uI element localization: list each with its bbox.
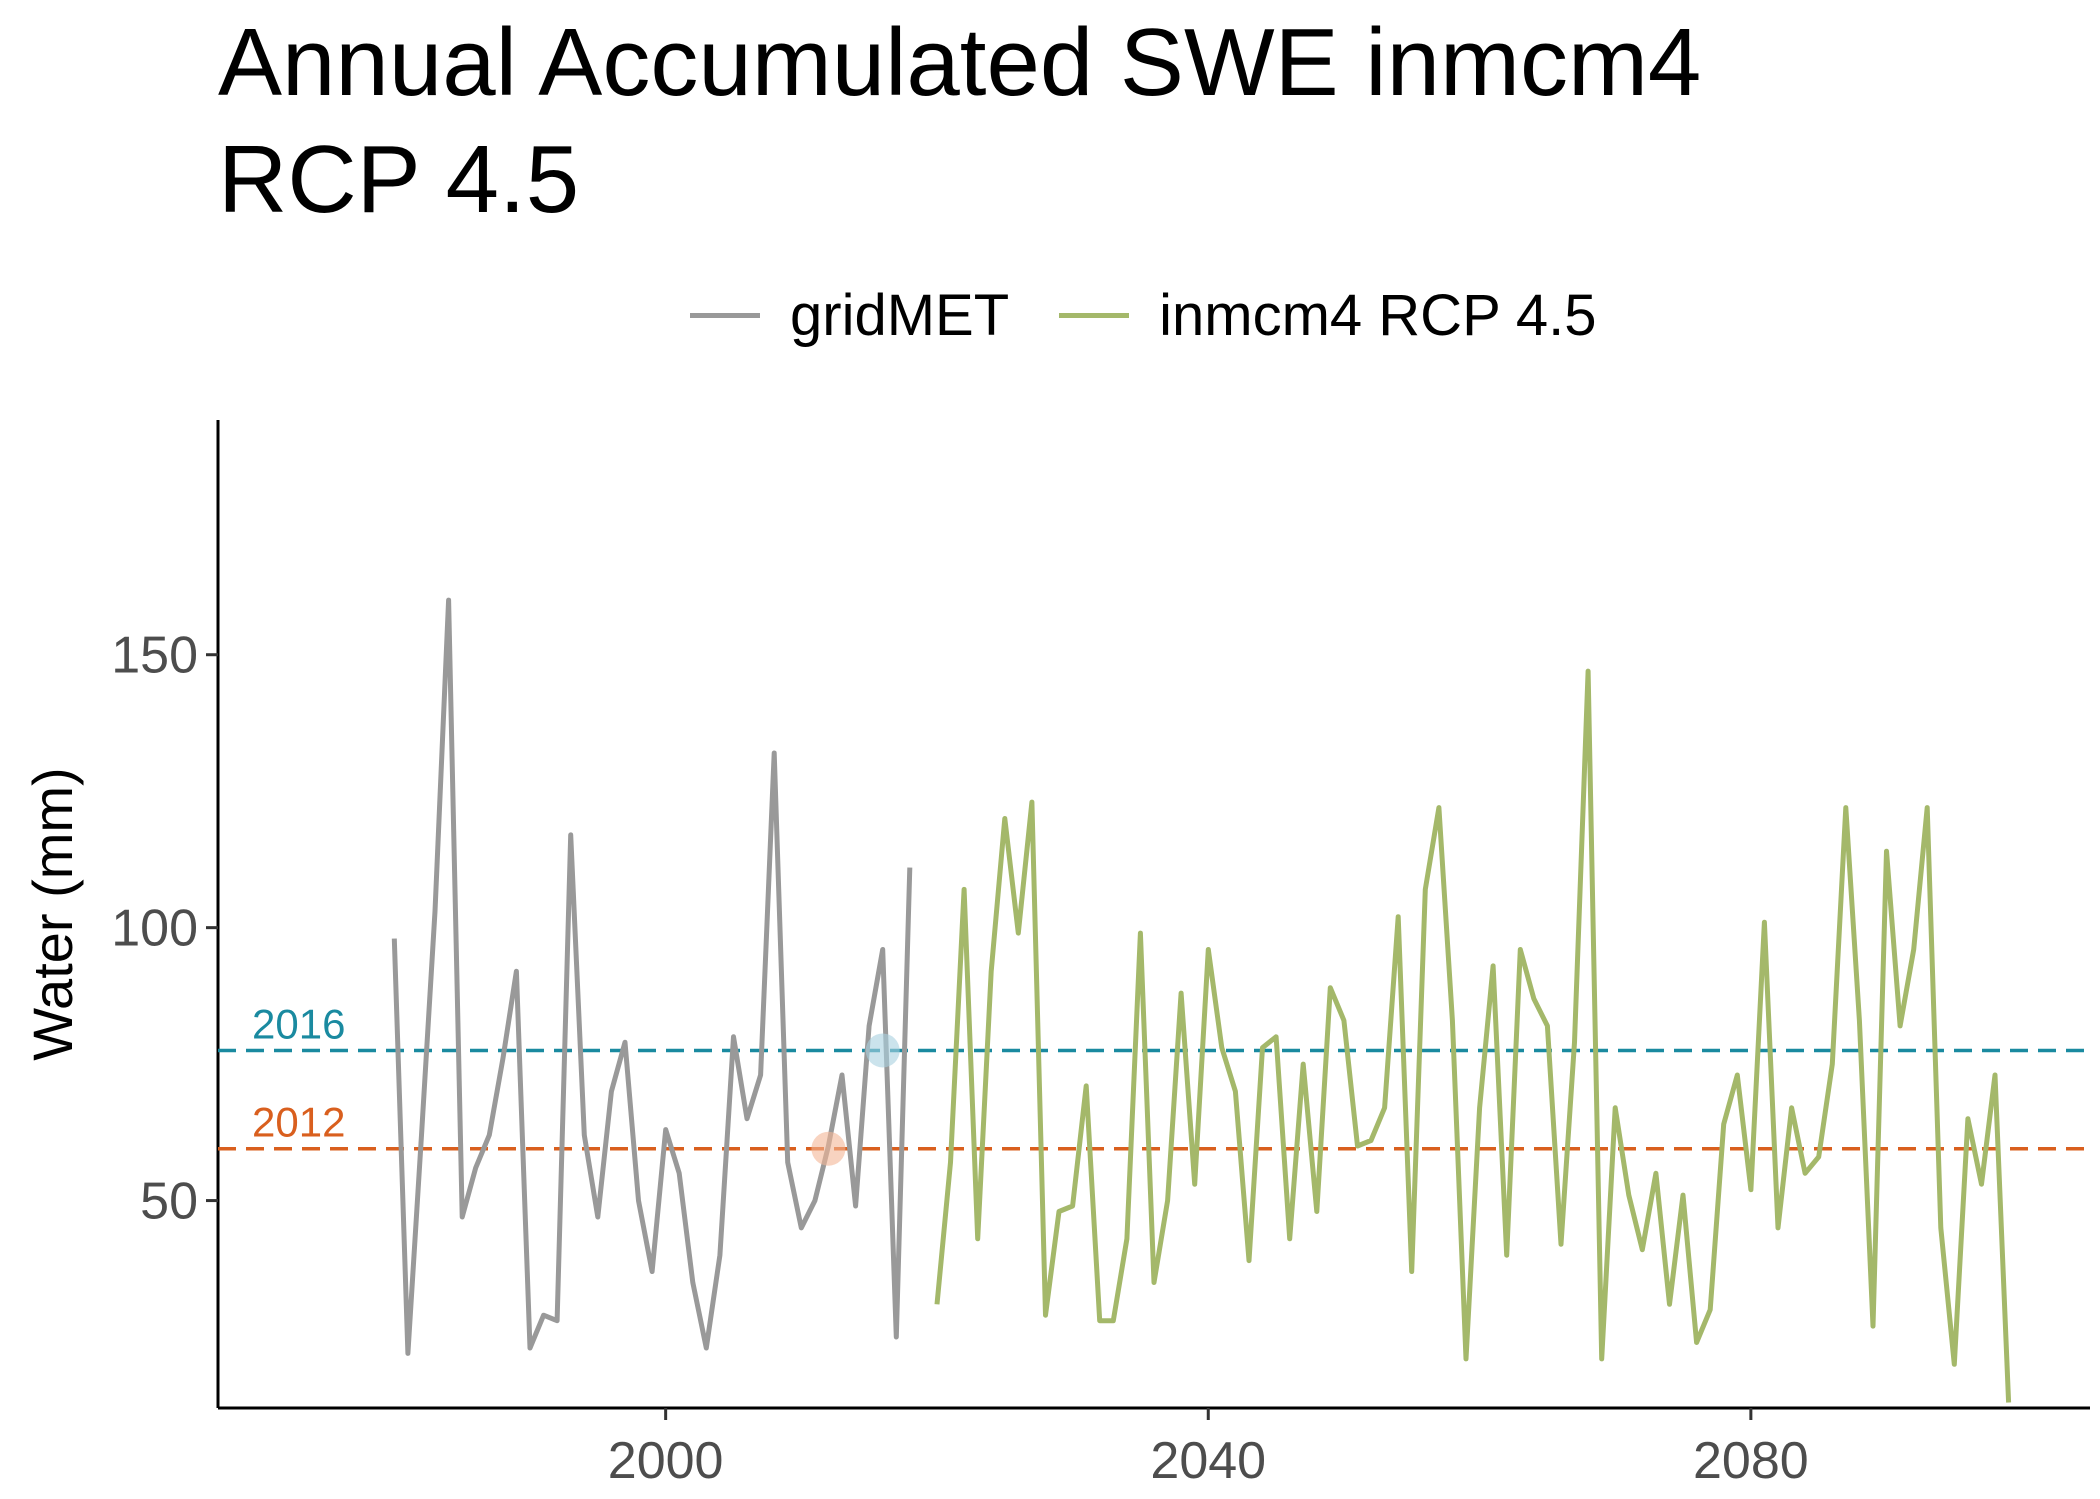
x-tick-label-2040: 2040: [1150, 1432, 1266, 1490]
y-tick-label-50: 50: [140, 1173, 198, 1231]
legend-item-inmcm4: inmcm4 RCP 4.5: [1059, 282, 1596, 349]
x-tick-label-2000: 2000: [608, 1432, 724, 1490]
y-axis-label: Water (mm): [21, 767, 84, 1060]
y-tick-label-150: 150: [111, 627, 198, 685]
series-line-1: [934, 668, 2012, 1403]
y-tick-label-100: 100: [111, 900, 198, 958]
legend-label-inmcm4: inmcm4 RCP 4.5: [1159, 283, 1597, 348]
legend-key-gridmet: [690, 313, 760, 318]
legend-item-gridmet: gridMET: [690, 282, 1009, 349]
highlight-point-2016: [865, 1033, 900, 1068]
highlight-point-2012: [811, 1131, 846, 1166]
reference-label-2012: 2012: [252, 1099, 345, 1146]
series-line-0: [391, 597, 913, 1356]
reference-label-2016: 2016: [252, 1000, 345, 1047]
chart-title-line-2: RCP 4.5: [218, 126, 580, 233]
legend: gridMET inmcm4 RCP 4.5: [690, 282, 1646, 349]
legend-key-inmcm4: [1059, 313, 1130, 318]
x-tick-label-2080: 2080: [1693, 1432, 1809, 1490]
chart-title-line-1: Annual Accumulated SWE inmcm4: [218, 9, 1702, 116]
legend-label-gridmet: gridMET: [790, 283, 1010, 348]
